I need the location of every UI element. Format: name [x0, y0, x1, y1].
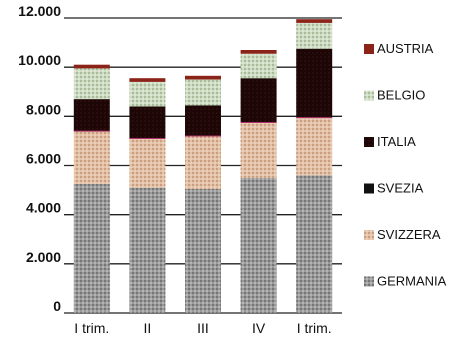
x-axis: I trim. II III IV I trim.	[74, 320, 331, 336]
bar-segment	[296, 48, 333, 118]
bar-segment	[296, 175, 333, 313]
y-tick-label: 2.000	[26, 249, 61, 265]
bar-segment	[240, 53, 277, 79]
bar-segment	[240, 177, 277, 313]
y-tick-label: 4.000	[26, 200, 61, 216]
bar-segment	[185, 105, 221, 136]
bar-segment	[129, 78, 166, 82]
bar-segment	[185, 188, 221, 313]
bar-stack	[129, 78, 166, 313]
x-tick-label: IV	[252, 320, 266, 336]
bar-segment	[296, 117, 333, 176]
legend-item: AUSTRIA	[364, 41, 434, 56]
bar-segment	[129, 138, 166, 188]
bars	[73, 19, 333, 313]
y-tick-label: 0	[53, 298, 61, 314]
legend-item: GERMANIA	[364, 274, 447, 289]
bar-stack	[185, 75, 221, 313]
legend-item: SVEZIA	[364, 181, 424, 196]
bar-segment	[240, 122, 277, 178]
bar-segment	[129, 81, 166, 107]
legend-swatch	[364, 90, 374, 101]
bar-stack	[73, 64, 110, 313]
y-tick-label: 8.000	[26, 101, 61, 117]
legend-swatch	[364, 230, 374, 240]
legend-label: SVIZZERA	[377, 227, 441, 242]
legend-label: BELGIO	[377, 88, 425, 103]
y-tick-label: 10.000	[18, 52, 61, 68]
bar-segment	[296, 19, 333, 23]
legend-item: SVIZZERA	[364, 227, 441, 242]
bar-segment	[185, 75, 221, 80]
bar-segment	[73, 64, 110, 69]
bar-segment	[185, 79, 221, 106]
bar-stack	[296, 19, 333, 313]
x-tick-label: III	[197, 320, 209, 336]
bar-segment	[73, 99, 110, 132]
y-axis: 0 2.000 4.000 6.000 8.000 10.000 12.000	[18, 3, 61, 314]
bar-segment	[73, 131, 110, 184]
legend-item: ITALIA	[364, 134, 416, 149]
legend-swatch	[364, 44, 374, 54]
bar-segment	[73, 68, 110, 100]
bar-segment	[240, 50, 277, 54]
legend-swatch	[364, 183, 374, 194]
bar-segment	[129, 187, 166, 313]
legend-swatch	[364, 276, 374, 287]
legend-label: AUSTRIA	[377, 41, 434, 56]
bar-stack	[240, 50, 277, 313]
x-tick-label: II	[144, 320, 152, 336]
bar-segment	[296, 22, 333, 49]
bar-segment	[240, 78, 277, 123]
bar-segment	[185, 136, 221, 189]
legend-item: BELGIO	[364, 88, 425, 103]
legend-label: ITALIA	[377, 134, 416, 149]
x-tick-label: I trim.	[297, 320, 332, 336]
legend-swatch	[364, 137, 374, 147]
legend-label: GERMANIA	[377, 274, 447, 289]
bar-segment	[129, 106, 166, 139]
y-tick-label: 12.000	[18, 3, 61, 19]
legend-label: SVEZIA	[377, 181, 424, 196]
bar-segment	[73, 183, 110, 313]
legend: AUSTRIA BELGIO ITALIA SVEZIA SVIZZERA GERMANI…	[364, 41, 447, 289]
y-tick-label: 6.000	[26, 151, 61, 167]
x-tick-label: I trim.	[74, 320, 109, 336]
